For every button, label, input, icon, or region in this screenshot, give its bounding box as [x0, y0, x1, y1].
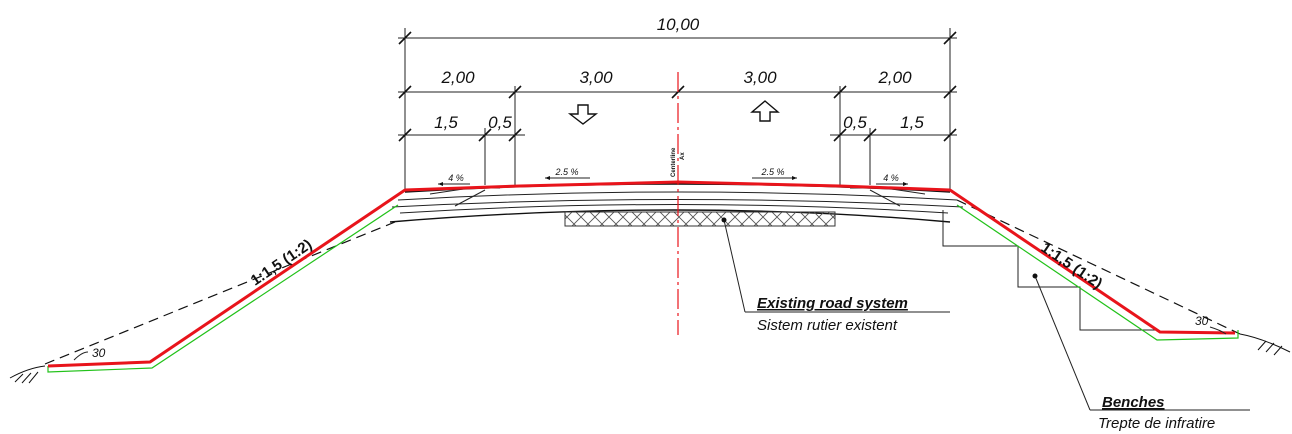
benches-steps — [942, 210, 1157, 331]
slope-left-shoulder: 4 % — [448, 173, 464, 183]
right-angle-label: 30 — [1195, 314, 1209, 328]
green-slope-line — [47, 204, 1239, 373]
dim-left-lane: 3,00 — [579, 68, 613, 87]
slope-right-shoulder: 4 % — [883, 173, 899, 183]
benches-sublabel: Trepte de infratire — [1098, 415, 1215, 432]
dim-left-shoulder: 2,00 — [440, 68, 475, 87]
original-ground-lines — [44, 199, 1241, 365]
dim-total: 10,00 — [657, 15, 700, 34]
ground-hatch-left — [9, 365, 46, 384]
direction-arrow-up-icon — [750, 100, 780, 122]
slope-left-lane: 2.5 % — [554, 167, 578, 177]
right-angle-arc — [1209, 326, 1227, 335]
centerline-sublabel: Ax — [680, 152, 686, 160]
existing-road-label: Existing road system — [757, 295, 908, 312]
dim-right-part-b: 1,5 — [900, 113, 924, 132]
direction-arrow-down-icon — [567, 104, 599, 125]
callout-existing-road: Existing road system Sistem rutier exist… — [721, 217, 950, 334]
centerline-label: Centerline — [671, 147, 677, 177]
ground-hatch-right — [1239, 333, 1291, 356]
dimension-lines: 10,00 2,00 3,00 3,00 2,00 1,5 0,5 0,5 1,… — [398, 15, 957, 190]
slope-right-lane: 2.5 % — [760, 167, 784, 177]
existing-road-sublabel: Sistem rutier existent — [757, 317, 898, 334]
left-angle-arc — [73, 351, 89, 361]
dim-right-part-a: 0,5 — [843, 113, 867, 132]
existing-road-hatch — [564, 211, 836, 227]
benches-label: Benches — [1102, 394, 1165, 411]
callout-benches: Benches Trepte de infratire — [1032, 273, 1250, 432]
dim-right-lane: 3,00 — [743, 68, 777, 87]
left-angle-label: 30 — [92, 346, 106, 360]
dim-right-shoulder: 2,00 — [877, 68, 912, 87]
left-embankment-ratio: 1:1,5 (1:2) — [248, 236, 316, 289]
slope-labels: 4 % 2.5 % 2.5 % 4 % — [438, 167, 908, 186]
dim-left-part-b: 0,5 — [488, 113, 512, 132]
dim-left-part-a: 1,5 — [434, 113, 458, 132]
